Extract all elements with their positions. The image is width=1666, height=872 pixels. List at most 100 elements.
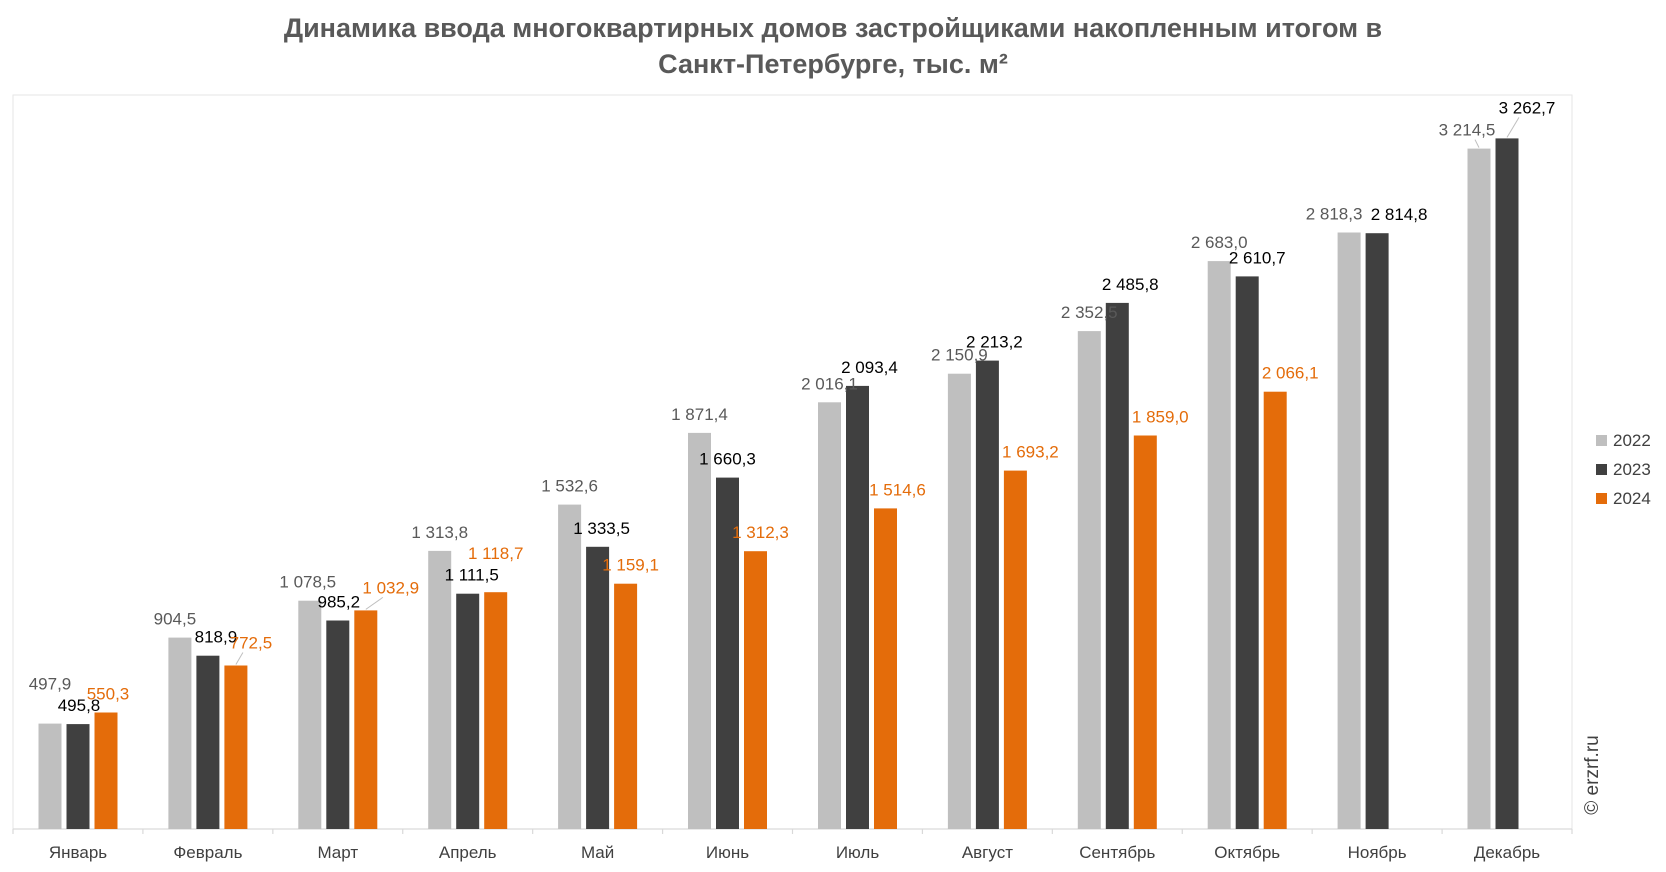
data-label-2022-6: 1 871,4 — [671, 405, 728, 424]
bar-2022-1 — [38, 723, 62, 829]
bar-2023-11 — [1365, 233, 1389, 829]
bar-2022-2 — [168, 637, 192, 829]
bar-2023-10 — [1235, 276, 1259, 829]
bar-2024-5 — [614, 583, 638, 829]
data-label-2022-11: 2 818,3 — [1306, 205, 1363, 224]
x-axis-tick-marks — [12, 829, 1573, 834]
data-label-2022-10: 2 683,0 — [1191, 233, 1248, 252]
data-label-2022-4: 1 313,8 — [411, 523, 468, 542]
bar-2023-5 — [586, 546, 610, 829]
data-label-2024-3: 1 032,9 — [362, 578, 419, 597]
x-tick-label-1: Январь — [49, 843, 107, 862]
legend-swatch-2022 — [1596, 435, 1607, 446]
legend-label-2023: 2023 — [1613, 460, 1651, 479]
data-label-2024-4: 1 118,7 — [468, 544, 523, 563]
x-tick-label-8: Август — [962, 843, 1013, 862]
bar-2024-4 — [484, 592, 508, 829]
data-label-2024-10: 2 066,1 — [1262, 364, 1319, 383]
bar-2023-7 — [846, 385, 869, 829]
legend-swatch-2024 — [1596, 493, 1607, 504]
data-label-2023-9: 2 485,8 — [1102, 275, 1159, 294]
data-label-2022-8: 2 150,9 — [931, 346, 988, 365]
data-label-2022-7: 2 016,1 — [801, 374, 858, 393]
leader-line-2023-12 — [1506, 117, 1520, 138]
legend-label-2024: 2024 — [1613, 489, 1651, 508]
bar-2023-4 — [456, 593, 480, 829]
bars — [38, 138, 1519, 830]
data-label-2024-9: 1 859,0 — [1132, 408, 1189, 427]
data-label-2023-11: 2 814,8 — [1371, 205, 1428, 224]
legend: 2022 2023 2024 — [1596, 431, 1651, 508]
bar-2024-8 — [1003, 470, 1027, 829]
bar-2024-10 — [1263, 391, 1287, 829]
bar-2022-12 — [1467, 148, 1491, 830]
bar-2023-12 — [1495, 138, 1519, 829]
bar-2024-2 — [224, 665, 248, 829]
data-label-2023-4: 1 111,5 — [445, 566, 499, 585]
data-label-2023-8: 2 213,2 — [966, 333, 1023, 352]
x-tick-label-12: Декабрь — [1474, 843, 1540, 862]
data-label-2023-5: 1 333,5 — [573, 519, 630, 538]
data-label-2022-9: 2 352,5 — [1061, 303, 1118, 322]
data-label-2024-2: 772,5 — [230, 634, 273, 653]
bar-2023-9 — [1105, 302, 1129, 829]
bar-2022-7 — [818, 402, 841, 829]
data-label-2022-5: 1 532,6 — [541, 477, 598, 496]
chart-title-line-1: Динамика ввода многоквартирных домов зас… — [284, 13, 1382, 43]
bar-2023-2 — [196, 655, 220, 829]
bar-2022-8 — [947, 373, 971, 829]
leader-line-2024-3 — [365, 596, 384, 610]
bar-2022-6 — [688, 432, 711, 829]
bar-2022-5 — [558, 504, 582, 829]
x-tick-label-10: Октябрь — [1214, 843, 1280, 862]
data-label-2023-1: 495,8 — [58, 696, 101, 715]
source-credit: © erzrf.ru — [1582, 735, 1603, 814]
bar-2022-9 — [1077, 331, 1101, 829]
data-label-2024-1: 550,3 — [87, 685, 130, 704]
data-label-2024-8: 1 693,2 — [1002, 443, 1059, 462]
label-leader-lines — [235, 117, 1520, 665]
data-label-2022-3: 1 078,5 — [279, 573, 336, 592]
bar-2024-7 — [874, 508, 897, 829]
bar-2024-6 — [744, 551, 767, 829]
bar-2024-3 — [354, 610, 378, 829]
data-label-2024-7: 1 514,6 — [869, 480, 926, 499]
data-label-2023-2: 818,9 — [195, 628, 238, 647]
bar-2022-10 — [1207, 261, 1231, 830]
data-label-2022-2: 904,5 — [154, 610, 197, 629]
x-axis-tick-labels: Январь Февраль Март Апрель Май Июнь Июль Август… — [49, 843, 1540, 862]
bar-2023-3 — [326, 620, 350, 829]
data-label-2023-7: 2 093,4 — [841, 358, 898, 377]
bar-2024-9 — [1133, 435, 1157, 829]
data-label-2023-6: 1 660,3 — [699, 450, 756, 469]
bar-2024-1 — [94, 712, 118, 829]
data-label-2023-3: 985,2 — [318, 593, 361, 612]
legend-label-2022: 2022 — [1613, 431, 1651, 450]
data-label-2023-12: 3 262,7 — [1499, 98, 1556, 117]
chart-title-line-2: Санкт-Петербурге, тыс. м² — [658, 49, 1008, 79]
x-tick-label-4: Апрель — [439, 843, 497, 862]
x-tick-label-2: Февраль — [173, 843, 242, 862]
leader-line-2024-2 — [235, 652, 244, 665]
bar-2023-6 — [716, 477, 739, 829]
bar-2022-3 — [298, 600, 322, 829]
x-tick-label-11: Ноябрь — [1348, 843, 1407, 862]
data-label-2022-1: 497,9 — [29, 675, 72, 694]
bar-2023-1 — [66, 724, 90, 829]
data-label-2023-10: 2 610,7 — [1229, 248, 1286, 267]
legend-swatch-2023 — [1596, 464, 1607, 475]
x-tick-label-6: Июнь — [706, 843, 749, 862]
bar-2023-8 — [975, 360, 999, 829]
bar-2022-11 — [1337, 232, 1361, 829]
bar-2022-4 — [428, 550, 452, 829]
data-label-2022-12: 3 214,5 — [1439, 121, 1496, 140]
data-label-2024-6: 1 312,3 — [732, 523, 789, 542]
x-tick-label-3: Март — [317, 843, 358, 862]
plot-frame — [12, 94, 1573, 830]
x-tick-label-9: Сентябрь — [1079, 843, 1155, 862]
x-tick-label-7: Июль — [836, 843, 880, 862]
x-tick-label-5: Май — [581, 843, 614, 862]
data-label-2024-5: 1 159,1 — [602, 556, 659, 575]
